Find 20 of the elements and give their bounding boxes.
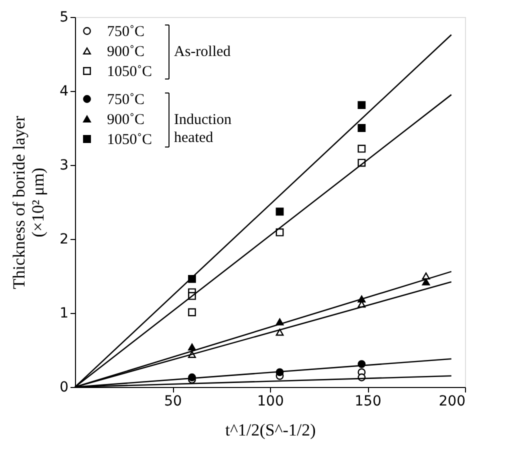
- legend-label: 900˚C: [107, 112, 144, 128]
- legend-label: 750˚C: [107, 24, 144, 40]
- x-tick-label: 100: [257, 394, 284, 410]
- annotation: As-rolled: [174, 44, 232, 60]
- legend-label: 1050˚C: [107, 64, 152, 80]
- y-axis-title: Thickness of boride layer (×10² μm): [10, 116, 48, 290]
- y-tick-label: 1: [60, 306, 68, 322]
- x-tick-label: 50: [164, 394, 182, 410]
- y-tick-label: 4: [60, 84, 69, 100]
- y-tick-label: 5: [60, 10, 68, 26]
- x-tick-label: 150: [354, 394, 382, 410]
- y-tick-label: 2: [60, 232, 68, 248]
- legend-label: 750˚C: [107, 92, 144, 108]
- y-tick-label: 0: [60, 380, 68, 396]
- x-tick-label: 200: [438, 394, 466, 410]
- legend-label: 900˚C: [107, 44, 144, 60]
- legend-label: 1050˚C: [107, 132, 152, 148]
- y-tick-label: 3: [60, 158, 68, 174]
- x-axis-title: t^1/2(S^-1/2): [225, 420, 316, 440]
- annotation: Induction heated: [174, 112, 232, 146]
